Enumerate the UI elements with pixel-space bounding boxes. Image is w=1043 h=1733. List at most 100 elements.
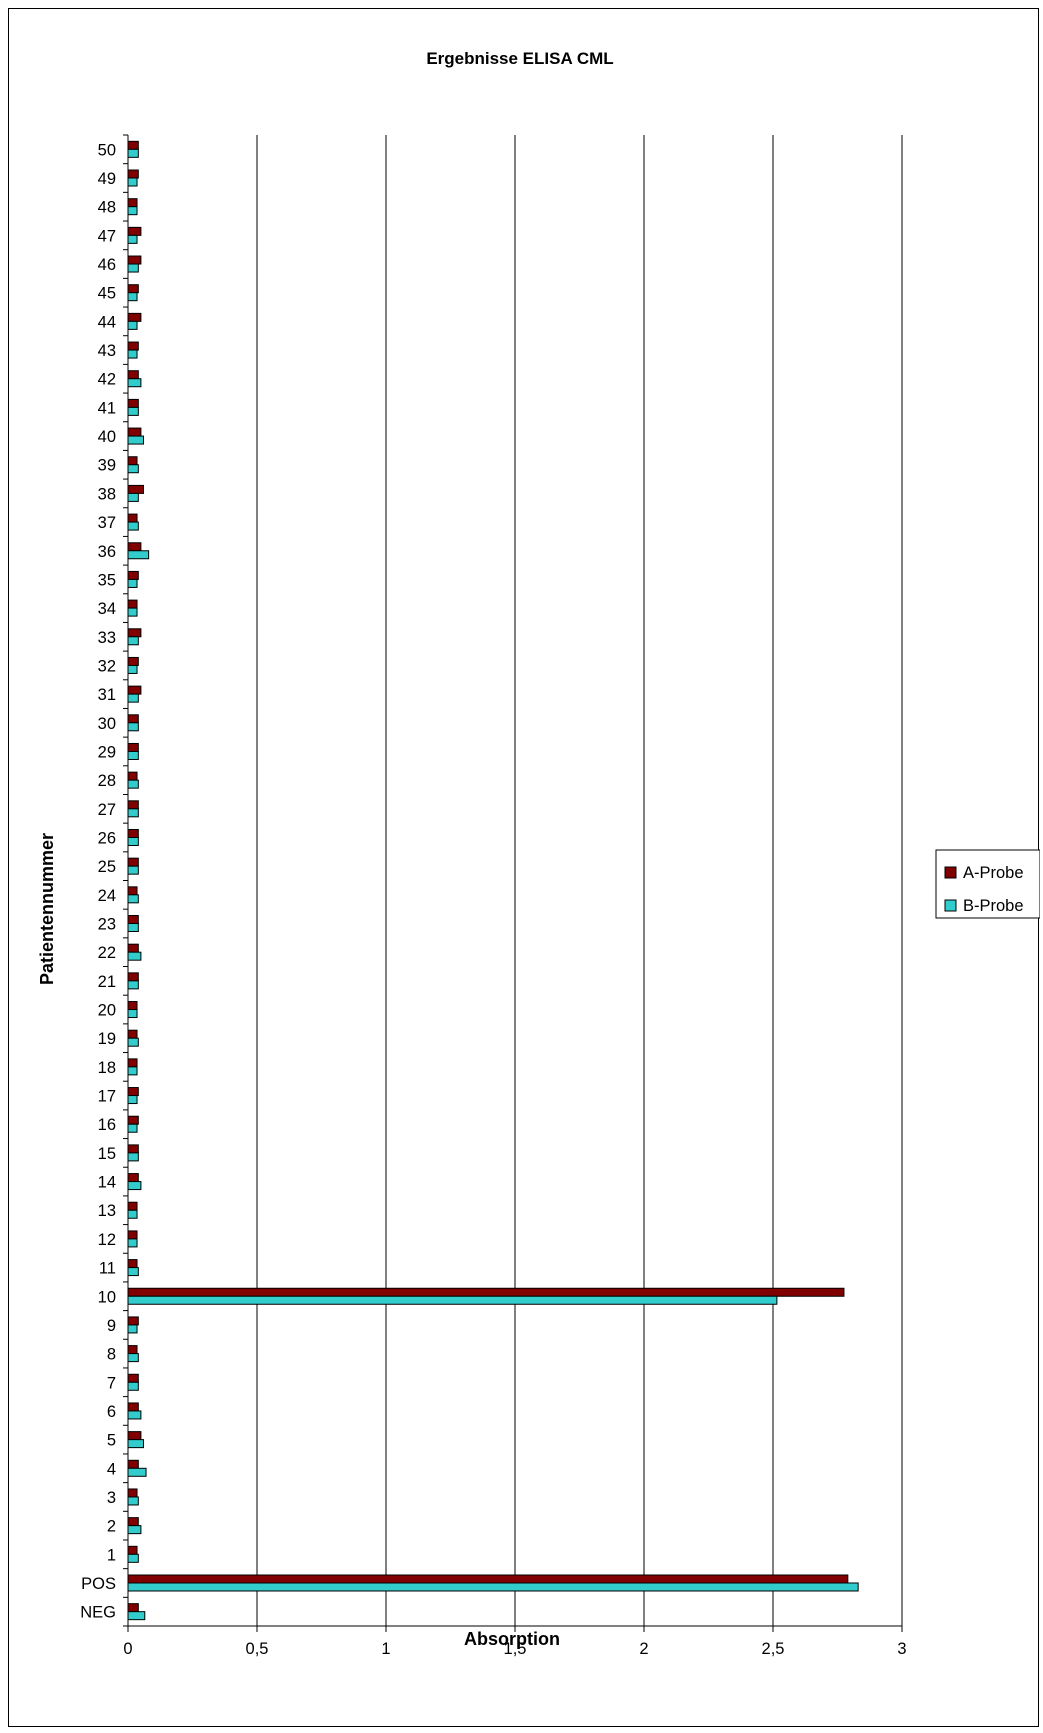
- bar-a-probe: [127, 398, 139, 408]
- bar-b-probe: [127, 1324, 138, 1334]
- y-tick-label: 50: [98, 141, 116, 159]
- bar-b-probe: [127, 923, 139, 933]
- bar-a-probe: [127, 771, 138, 781]
- bar-a-probe: [127, 570, 139, 580]
- bar-a-probe: [127, 1603, 139, 1613]
- y-tick-label: 20: [98, 1002, 116, 1020]
- x-tick-label: 1: [381, 1640, 390, 1658]
- bar-b-probe: [127, 1496, 139, 1506]
- y-tick-label: 48: [98, 199, 116, 217]
- bar-b-probe: [127, 1095, 138, 1105]
- bar-b-probe: [127, 1410, 142, 1420]
- bar-b-probe: [127, 1525, 142, 1535]
- legend-swatch-b-probe: [944, 899, 957, 912]
- x-tick-label: 1,5: [504, 1640, 527, 1658]
- y-tick-label: 18: [98, 1059, 116, 1077]
- y-tick-label: 31: [98, 686, 116, 704]
- bar-b-probe: [127, 1582, 859, 1592]
- bar-a-probe: [127, 1373, 139, 1383]
- bar-a-probe: [127, 828, 139, 838]
- bar-b-probe: [127, 1009, 138, 1019]
- bar-a-probe: [127, 255, 142, 265]
- bars: [127, 140, 859, 1621]
- y-tick-label: 12: [98, 1231, 116, 1249]
- bar-a-probe: [127, 1431, 142, 1441]
- bar-b-probe: [127, 234, 138, 244]
- bar-b-probe: [127, 435, 144, 445]
- legend-label-a-probe: A-Probe: [963, 864, 1024, 882]
- bar-a-probe: [127, 140, 139, 150]
- y-tick-label: 8: [107, 1346, 116, 1364]
- y-tick-label: 21: [98, 973, 116, 991]
- y-tick-label: 13: [98, 1202, 116, 1220]
- bar-b-probe: [127, 464, 139, 474]
- y-tick-label: 24: [98, 887, 116, 905]
- y-tick-label: 10: [98, 1288, 116, 1306]
- y-tick-label: 43: [98, 342, 116, 360]
- bar-b-probe: [127, 750, 139, 760]
- bar-b-probe: [127, 1181, 142, 1191]
- y-tick-label: 44: [98, 313, 116, 331]
- y-tick-label: 34: [98, 600, 116, 618]
- y-tick-label: 35: [98, 571, 116, 589]
- bar-b-probe: [127, 148, 139, 158]
- bar-a-probe: [127, 1001, 138, 1011]
- y-tick-label: 42: [98, 371, 116, 389]
- y-tick-label: 45: [98, 285, 116, 303]
- bar-b-probe: [127, 177, 138, 187]
- bar-b-probe: [127, 1353, 139, 1363]
- bar-a-probe: [127, 1287, 845, 1297]
- bar-b-probe: [127, 1152, 139, 1162]
- y-tick-label: 19: [98, 1030, 116, 1048]
- y-tick-label: POS: [81, 1575, 116, 1593]
- y-tick-label: 1: [107, 1546, 116, 1564]
- bar-a-probe: [127, 1201, 138, 1211]
- bar-a-probe: [127, 226, 142, 236]
- bar-b-probe: [127, 1267, 139, 1277]
- bar-b-probe: [127, 1439, 144, 1449]
- y-tick-label: 17: [98, 1088, 116, 1106]
- bar-b-probe: [127, 722, 139, 732]
- bar-a-probe: [127, 513, 138, 523]
- bar-a-probe: [127, 1144, 139, 1154]
- bar-b-probe: [127, 693, 139, 703]
- bar-a-probe: [127, 484, 144, 494]
- bar-a-probe: [127, 1087, 139, 1097]
- bar-a-probe: [127, 542, 142, 552]
- bar-a-probe: [127, 943, 139, 953]
- bar-a-probe: [127, 972, 139, 982]
- y-tick-label: 39: [98, 457, 116, 475]
- chart-title: Ergebnisse ELISA CML: [426, 49, 613, 68]
- bar-b-probe: [127, 578, 138, 588]
- y-tick-label: 28: [98, 772, 116, 790]
- bar-b-probe: [127, 406, 139, 416]
- y-tick-label: 15: [98, 1145, 116, 1163]
- bar-b-probe: [127, 292, 138, 302]
- bar-a-probe: [127, 198, 138, 208]
- y-tick-label: 2: [107, 1518, 116, 1536]
- bar-a-probe: [127, 1574, 849, 1584]
- bar-b-probe: [127, 263, 139, 273]
- elisa-bar-chart: Ergebnisse ELISA CML 0 0,5 1 1,5 2 2,5 3 NEG POS…: [37, 49, 1041, 1658]
- y-tick-label: 7: [107, 1374, 116, 1392]
- legend-label-b-probe: B-Probe: [963, 897, 1024, 915]
- y-tick-label: 41: [98, 399, 116, 417]
- bar-b-probe: [127, 349, 138, 359]
- bar-a-probe: [127, 1345, 138, 1355]
- bar-a-probe: [127, 1545, 138, 1555]
- bar-a-probe: [127, 1316, 139, 1326]
- bar-a-probe: [127, 915, 139, 925]
- chart-area: Ergebnisse ELISA CML 0 0,5 1 1,5 2 2,5 3 NEG POS…: [8, 8, 1041, 1727]
- bar-b-probe: [127, 378, 142, 388]
- y-tick-label: 16: [98, 1116, 116, 1134]
- bar-a-probe: [127, 656, 139, 666]
- bar-a-probe: [127, 1259, 138, 1269]
- x-tick-label: 2: [639, 1640, 648, 1658]
- bar-b-probe: [127, 636, 139, 646]
- y-tick-label: 49: [98, 170, 116, 188]
- bar-b-probe: [127, 1037, 139, 1047]
- bar-b-probe: [127, 1123, 138, 1133]
- y-tick-label: 38: [98, 485, 116, 503]
- axes: 0 0,5 1 1,5 2 2,5 3NEGPOS123456789101112131415…: [80, 134, 907, 1658]
- bar-b-probe: [127, 808, 139, 818]
